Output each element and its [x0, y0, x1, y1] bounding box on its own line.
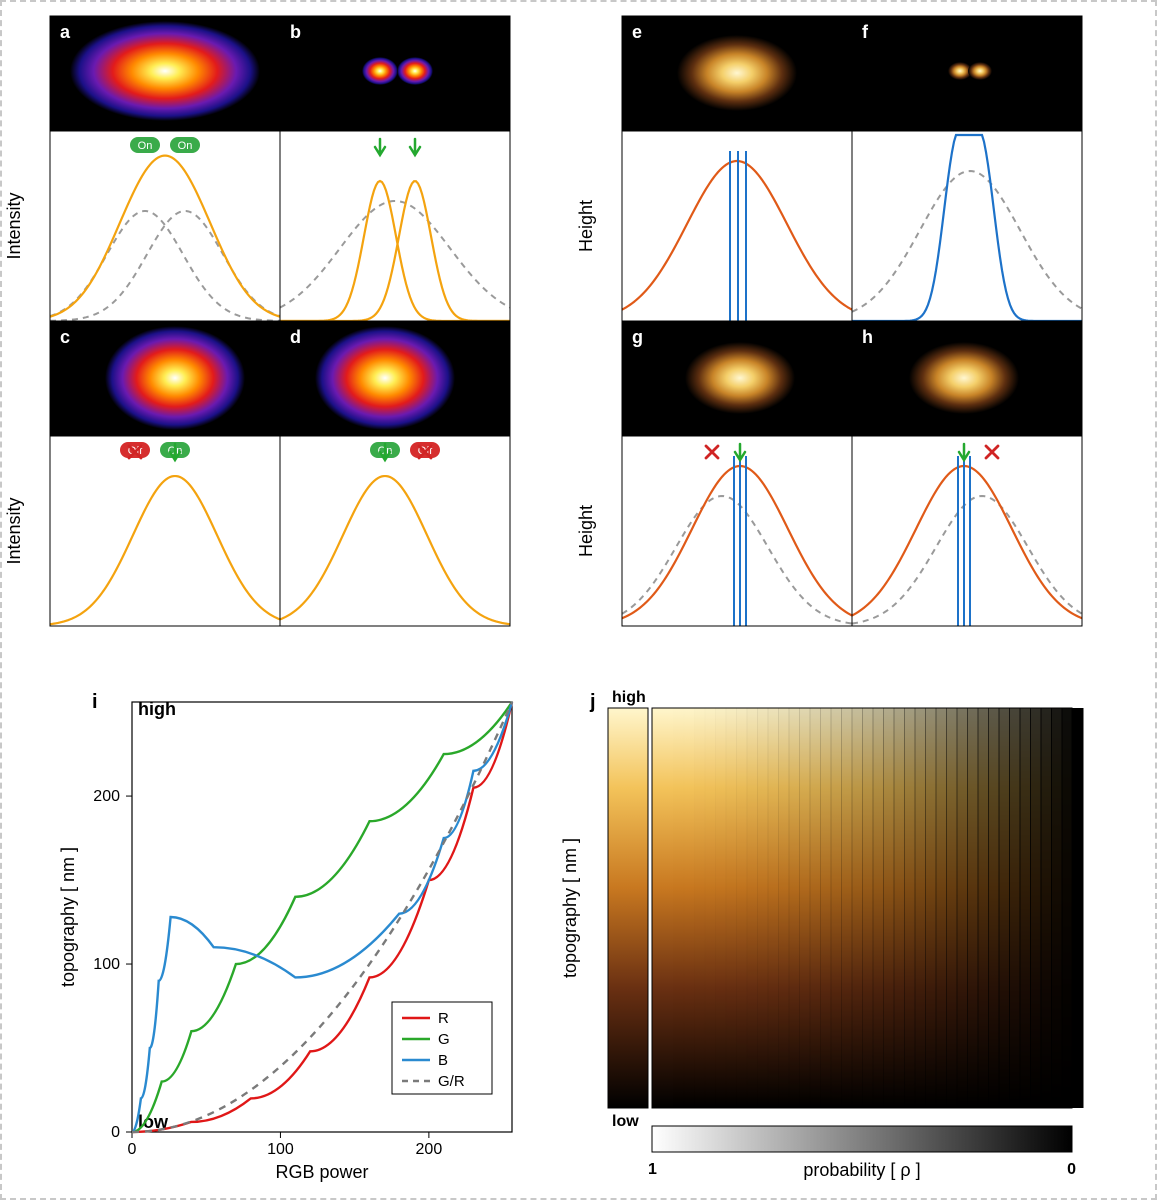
svg-text:R: R: [438, 1010, 449, 1027]
svg-text:1: 1: [648, 1161, 657, 1178]
svg-text:h: h: [862, 327, 873, 347]
svg-text:topography [ nm ]: topography [ nm ]: [58, 847, 78, 987]
svg-text:On: On: [138, 140, 153, 152]
svg-text:high: high: [138, 699, 176, 719]
svg-text:c: c: [60, 327, 70, 347]
svg-text:200: 200: [93, 788, 120, 805]
svg-text:g: g: [632, 327, 643, 347]
svg-text:low: low: [612, 1113, 639, 1130]
svg-text:d: d: [290, 327, 301, 347]
svg-text:j: j: [589, 691, 596, 713]
svg-text:On: On: [178, 140, 193, 152]
figure-svg: IntensityIntensityaOnOnbcOffOndOnOffHeig…: [2, 2, 1157, 1202]
svg-text:100: 100: [93, 956, 120, 973]
svg-text:G/R: G/R: [438, 1073, 465, 1090]
svg-text:probability [ ρ ]: probability [ ρ ]: [803, 1160, 920, 1180]
svg-text:high: high: [612, 689, 646, 706]
svg-text:f: f: [862, 22, 869, 42]
svg-text:b: b: [290, 22, 301, 42]
svg-text:G: G: [438, 1031, 450, 1048]
svg-text:e: e: [632, 22, 642, 42]
svg-text:0: 0: [1067, 1161, 1076, 1178]
svg-text:B: B: [438, 1052, 448, 1069]
svg-text:Intensity: Intensity: [4, 192, 24, 259]
svg-text:a: a: [60, 22, 71, 42]
svg-text:0: 0: [128, 1141, 137, 1158]
svg-text:0: 0: [111, 1124, 120, 1141]
svg-text:Height: Height: [576, 505, 596, 557]
svg-text:topography [ nm ]: topography [ nm ]: [560, 838, 580, 978]
svg-text:200: 200: [416, 1141, 443, 1158]
figure-container: IntensityIntensityaOnOnbcOffOndOnOffHeig…: [0, 0, 1157, 1200]
svg-text:100: 100: [267, 1141, 294, 1158]
svg-text:RGB power: RGB power: [275, 1162, 368, 1182]
svg-text:i: i: [92, 691, 98, 713]
svg-text:Height: Height: [576, 200, 596, 252]
svg-text:Intensity: Intensity: [4, 497, 24, 564]
